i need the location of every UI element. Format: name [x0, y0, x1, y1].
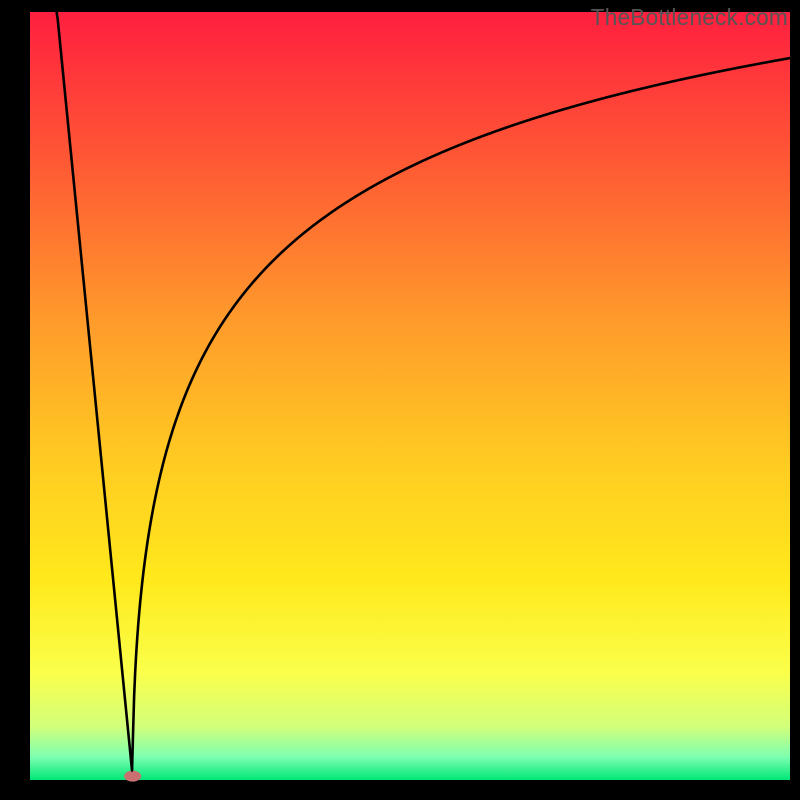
- chart-frame: TheBottleneck.com: [0, 0, 800, 800]
- minimum-marker: [125, 771, 141, 781]
- plot-gradient-background: [30, 12, 790, 780]
- watermark-text: TheBottleneck.com: [591, 4, 788, 31]
- bottleneck-curve-chart: [0, 0, 800, 800]
- chart-svg-container: [0, 0, 800, 800]
